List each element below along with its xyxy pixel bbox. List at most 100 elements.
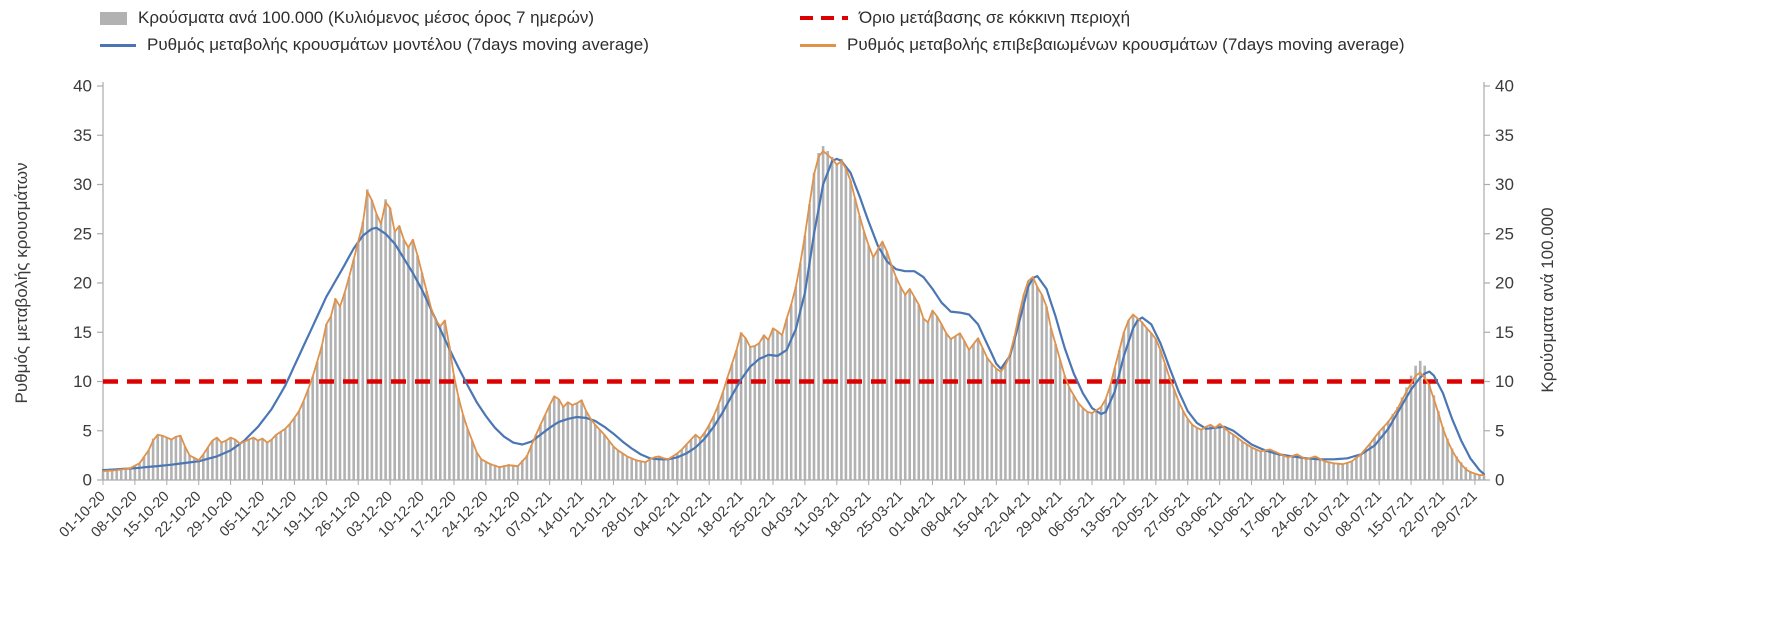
bar — [689, 439, 693, 480]
bar — [1295, 454, 1299, 480]
bar — [1364, 449, 1367, 480]
bar — [1464, 467, 1468, 480]
bar — [110, 470, 114, 480]
bar — [621, 453, 624, 480]
bar — [329, 316, 333, 480]
bar — [288, 423, 292, 480]
bar — [525, 455, 529, 480]
bar — [862, 231, 866, 480]
bar — [530, 445, 533, 480]
bar — [1446, 438, 1449, 480]
bar — [174, 436, 178, 480]
bar — [297, 411, 301, 480]
y-tick-label-right: 30 — [1495, 175, 1514, 194]
bar — [106, 470, 109, 480]
bar — [375, 214, 378, 480]
bar — [571, 405, 574, 480]
bar — [1086, 412, 1089, 480]
bar — [343, 292, 346, 480]
bar — [1478, 474, 1481, 480]
bar — [1409, 375, 1413, 480]
bar — [1090, 413, 1094, 480]
bar — [698, 438, 702, 480]
bar — [1250, 447, 1253, 480]
bar — [771, 328, 775, 480]
bar — [265, 442, 269, 480]
bar — [1286, 457, 1290, 480]
bar — [922, 318, 925, 480]
bar — [407, 247, 410, 480]
bar — [707, 424, 711, 480]
bar — [1314, 456, 1317, 480]
bar — [972, 344, 975, 480]
bar — [1063, 375, 1066, 480]
bar — [1122, 332, 1126, 481]
bar — [1031, 277, 1035, 480]
bar — [885, 251, 889, 480]
bar — [1382, 426, 1385, 480]
legend-label-cases-per-100k: Κρούσματα ανά 100.000 (Κυλιόμενος μέσος … — [138, 8, 595, 27]
bar — [1177, 401, 1180, 480]
bar — [1163, 363, 1167, 480]
bar — [648, 459, 652, 480]
bar — [712, 416, 715, 480]
bar — [416, 255, 419, 480]
bar — [1040, 294, 1044, 480]
bar — [489, 463, 492, 480]
bar — [1318, 458, 1322, 480]
bar — [156, 434, 159, 480]
bar — [1127, 320, 1130, 480]
legend-item-model-rate: Ρυθμός μεταβολής κρουσμάτων μοντέλου (7d… — [100, 35, 800, 55]
legend-label-model-rate: Ρυθμός μεταβολής κρουσμάτων μοντέλου (7d… — [147, 35, 649, 54]
bar — [1245, 444, 1249, 480]
bar — [666, 459, 670, 480]
bar — [616, 450, 620, 480]
bar — [635, 460, 638, 480]
legend-item-cases-per-100k: Κρούσματα ανά 100.000 (Κυλιόμενος μέσος … — [100, 8, 800, 28]
bar — [721, 392, 725, 480]
y-tick-label-left: 5 — [83, 421, 92, 440]
bar — [730, 363, 734, 480]
bar — [215, 437, 219, 480]
bar — [202, 454, 205, 480]
bar — [1113, 367, 1117, 480]
bar — [1077, 403, 1080, 480]
bar — [1067, 387, 1071, 480]
bar — [1150, 333, 1153, 480]
bar — [165, 437, 169, 480]
bar — [1450, 448, 1454, 480]
bar — [657, 456, 661, 480]
bar — [735, 350, 738, 480]
bar — [229, 437, 232, 480]
bar — [935, 316, 939, 480]
bar — [261, 438, 264, 480]
bar — [566, 402, 570, 480]
bar — [179, 435, 182, 480]
bar — [1172, 389, 1176, 480]
bar — [170, 439, 173, 480]
bar — [844, 166, 848, 481]
bar — [963, 341, 966, 480]
bar — [748, 347, 752, 480]
bar — [379, 221, 383, 480]
bar — [1377, 431, 1381, 480]
bar — [1268, 449, 1272, 480]
bar — [644, 462, 647, 480]
bar — [1218, 423, 1221, 480]
bar — [589, 418, 592, 480]
y-tick-label-left: 10 — [73, 372, 92, 391]
bar — [347, 277, 351, 480]
bar — [1140, 322, 1144, 480]
bar — [1209, 424, 1212, 480]
bar — [1200, 429, 1203, 480]
bar — [1387, 420, 1390, 480]
bar — [1222, 427, 1226, 480]
gray-bar-swatch-icon — [100, 11, 127, 25]
bar — [954, 336, 957, 480]
y-tick-label-right: 15 — [1495, 323, 1514, 342]
bar — [753, 346, 757, 480]
bar — [470, 440, 474, 480]
bar — [593, 424, 597, 480]
bar — [151, 438, 155, 480]
bar — [1195, 427, 1199, 480]
